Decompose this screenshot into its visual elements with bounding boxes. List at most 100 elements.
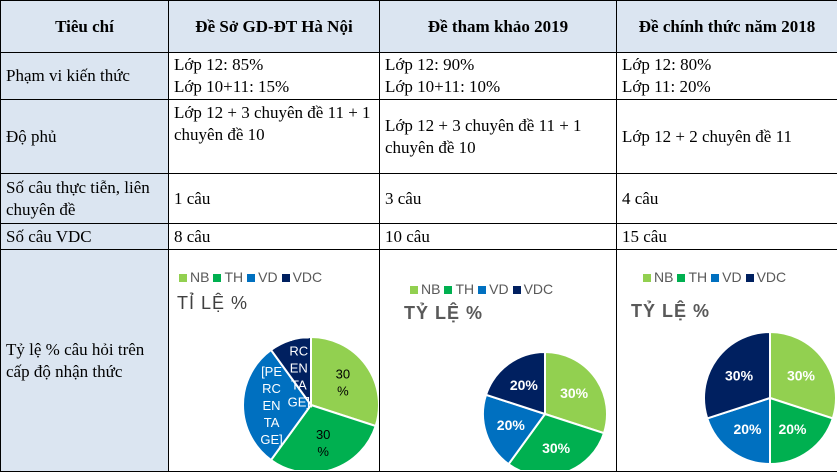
criterion-label: Số câu VDC: [0, 223, 169, 250]
legend-item-th: TH: [213, 266, 243, 288]
chart-cell-hanoi: NB TH VD VDC TỈ LỆ % 30% 30% [PE RC EN TA GE] [PE R…: [168, 249, 380, 472]
pie-slice-nb: [310, 335, 379, 428]
criterion-label: Tỷ lệ % câu hỏi trên cấp độ nhận thức: [0, 249, 169, 472]
header-official-2018: Đề chính thức năm 2018: [616, 0, 837, 53]
criterion-label: Số câu thực tiễn, liên chuyên đề: [0, 173, 169, 224]
pie-label-vdc: 20%: [510, 377, 539, 393]
chart-title: TỶ LỆ %: [631, 301, 711, 321]
header-row: Tiêu chí Đề Sở GD-ĐT Hà Nội Đề tham khảo…: [0, 0, 837, 53]
pie-label-th: 30%: [316, 427, 330, 459]
pie-slice-vd: [242, 348, 313, 462]
pie-slice-nb: [769, 330, 837, 420]
chart-cell-reference-2019: NB TH VD VDC TỶ LỆ % 30% 30% 20% 20%: [379, 249, 617, 472]
pie-slice-th: [507, 412, 606, 470]
legend-swatch: [247, 274, 256, 282]
pie-label-vd: 20%: [497, 417, 526, 433]
pie-slice-th: [269, 403, 377, 470]
pie-label-vdc: 30%: [725, 367, 754, 383]
pie-slice-vd: [482, 393, 547, 466]
pie-svg: 30% 30% 20% 20%: [482, 350, 608, 470]
legend-swatch: [643, 274, 651, 282]
cell: 8 câu: [168, 223, 380, 250]
legend-swatch: [478, 286, 487, 294]
legend-label: NB: [190, 269, 210, 285]
pie-chart-2019: NB TH VD VDC TỶ LỆ % 30% 30% 20% 20%: [381, 251, 616, 470]
legend-label: VDC: [292, 269, 323, 285]
legend-item-vd: VD: [711, 266, 742, 288]
legend-swatch: [711, 274, 720, 282]
pie-label-vd: 20%: [733, 421, 762, 437]
pie-slice-th: [769, 396, 835, 466]
legend-label: TH: [688, 269, 708, 285]
pie-slice-vd: [705, 396, 771, 466]
pie-label-th: 20%: [778, 421, 807, 437]
legend-swatch: [281, 274, 290, 282]
legend-item-vdc: VDC: [281, 266, 323, 288]
cell: Lớp 12: 80% Lớp 11: 20%: [616, 52, 837, 100]
legend-item-nb: NB: [179, 266, 209, 288]
cell: 15 câu: [616, 223, 837, 250]
legend-swatch: [444, 286, 453, 294]
pie-svg: 30 % 30 % [PE RC EN TA GE] [PE RC EN TA GE]: [242, 326, 379, 470]
cell: Lớp 12: 85% Lớp 10+11: 15%: [168, 52, 380, 100]
cell: Lớp 12 + 3 chuyên đề 11 + 1 chuyên đề 10: [168, 99, 380, 174]
criterion-label: Độ phủ: [0, 99, 169, 174]
legend-label: TH: [455, 281, 475, 297]
legend-label: VDC: [756, 269, 787, 285]
cell: Lớp 12: 90% Lớp 10+11: 10%: [379, 52, 617, 100]
legend-item-vd: VD: [247, 266, 278, 288]
row-coverage: Độ phủ Lớp 12 + 3 chuyên đề 11 + 1 chuyê…: [0, 99, 837, 174]
header-hanoi-exam: Đề Sở GD-ĐT Hà Nội: [168, 0, 380, 53]
legend-label: VD: [258, 269, 278, 285]
legend-item-th: TH: [444, 278, 474, 300]
cell: Lớp 12 + 3 chuyên đề 11 + 1 chuyên đề 10: [379, 99, 617, 174]
legend-label: NB: [654, 269, 674, 285]
cell: 3 câu: [379, 173, 617, 224]
cell: 1 câu: [168, 173, 380, 224]
chart-legend: NB TH VD VDC: [410, 278, 557, 300]
chart-legend: NB TH VD VDC: [643, 266, 790, 288]
pie-slice-vdc: [269, 335, 312, 409]
pie-label-th: 30%: [542, 440, 571, 456]
pie-slice-nb: [544, 350, 608, 435]
pie-chart-hanoi: NB TH VD VDC TỈ LỆ % 30% 30% [PE RC EN TA GE] [PE R…: [170, 251, 379, 470]
legend-label: TH: [224, 269, 244, 285]
chart-title: TỶ LỆ %: [404, 303, 484, 323]
chart-cell-official-2018: NB TH VD VDC TỶ LỆ % 30% 20% 20% 30%: [616, 249, 837, 472]
legend-swatch: [179, 274, 187, 282]
pie-slice-vdc: [484, 350, 546, 416]
pie-label-nb: 30%: [560, 385, 589, 401]
cell: 10 câu: [379, 223, 617, 250]
row-practical-questions: Số câu thực tiễn, liên chuyên đề 1 câu 3…: [0, 173, 837, 224]
row-knowledge-scope: Phạm vi kiến thức Lớp 12: 85% Lớp 10+11:…: [0, 52, 837, 100]
header-reference-2019: Đề tham khảo 2019: [379, 0, 617, 53]
criterion-label: Phạm vi kiến thức: [0, 52, 169, 100]
legend-swatch: [512, 286, 521, 294]
legend-swatch: [745, 274, 754, 282]
legend-swatch: [213, 274, 222, 282]
pie-label-nb: 30%: [787, 367, 816, 383]
row-cognitive-levels: Tỷ lệ % câu hỏi trên cấp độ nhận thức NB…: [0, 249, 837, 472]
legend-item-vdc: VDC: [745, 266, 787, 288]
legend-label: VDC: [523, 281, 554, 297]
legend-swatch: [677, 274, 686, 282]
chart-legend: NB TH VD VDC: [179, 266, 326, 288]
legend-swatch: [410, 286, 418, 294]
legend-item-th: TH: [677, 266, 707, 288]
legend-label: NB: [421, 281, 441, 297]
legend-item-nb: NB: [410, 278, 440, 300]
header-criteria: Tiêu chí: [0, 0, 169, 53]
pie-slice-vdc: [703, 330, 771, 420]
legend-label: VD: [722, 269, 742, 285]
cell: 4 câu: [616, 173, 837, 224]
pie-label-vdc: [PE RC EN TA GE]: [288, 326, 310, 409]
pie-chart-2018: NB TH VD VDC TỶ LỆ % 30% 20% 20% 30%: [618, 251, 837, 471]
chart-title: TỈ LỆ %: [177, 293, 249, 313]
legend-item-nb: NB: [643, 266, 673, 288]
cell: Lớp 12 + 2 chuyên đề 11: [616, 99, 837, 174]
row-vdc-questions: Số câu VDC 8 câu 10 câu 15 câu: [0, 223, 837, 250]
legend-item-vdc: VDC: [512, 278, 554, 300]
legend-item-vd: VD: [478, 278, 509, 300]
pie-label-nb: 30%: [336, 366, 350, 398]
